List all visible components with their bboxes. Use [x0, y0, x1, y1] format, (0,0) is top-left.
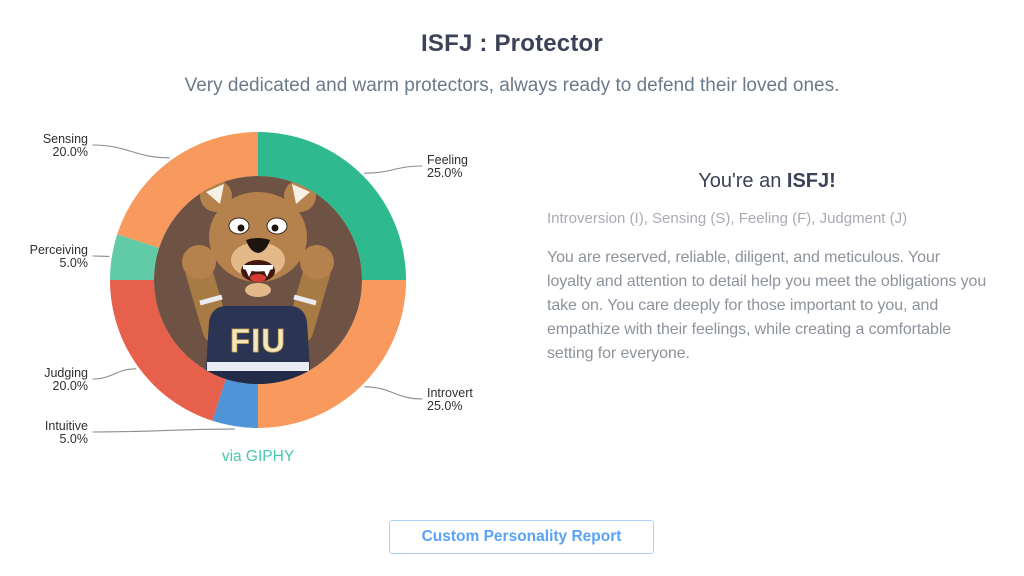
slice-label-value: 5.0% [60, 432, 89, 446]
label-connector-judging [92, 368, 137, 380]
result-heading-type: ISFJ! [786, 170, 836, 192]
mascot-left-eye [228, 217, 250, 235]
slice-label-value: 5.0% [60, 256, 89, 270]
mascot-left-pupil [237, 224, 245, 232]
mascot-right-fang [263, 268, 271, 277]
mascot-tongue [250, 274, 266, 282]
mascot-jersey [205, 306, 311, 384]
jersey-right-sleeve-stripe [293, 294, 317, 306]
slice-label-name: Feeling [427, 153, 468, 167]
slice-label-value: 20.0% [53, 145, 88, 159]
mascot-background [154, 176, 362, 384]
mascot-right-fist [300, 245, 334, 279]
slice-label-value: 25.0% [427, 399, 462, 413]
donut-segment-perceiving[interactable] [109, 234, 160, 280]
slice-label-name: Perceiving [30, 243, 88, 257]
donut-segment-intuitive[interactable] [212, 378, 258, 429]
page-title: ISFJ : Protector [421, 30, 603, 57]
traits-line: Introversion (I), Sensing (S), Feeling (… [547, 210, 908, 227]
slice-label-name: Judging [44, 366, 88, 380]
mascot-right-pupil [271, 224, 279, 232]
result-panel: You're an ISFJ! Introversion (I), Sensin… [547, 170, 987, 366]
mascot-left-fist [182, 245, 216, 279]
label-connector-feeling [364, 165, 423, 174]
donut-segment-sensing[interactable] [117, 131, 258, 248]
mascot-chin [245, 283, 271, 297]
jersey-text: FIU [230, 322, 286, 359]
mascot-right-arm [286, 258, 331, 344]
slice-label-name: Sensing [43, 132, 88, 146]
mascot-left-fang [245, 268, 253, 277]
mascot-head [209, 192, 307, 282]
jersey-hem-stripe [207, 362, 309, 371]
label-connector-sensing [92, 144, 170, 159]
slice-label-value: 20.0% [53, 379, 88, 393]
slice-label-name: Intuitive [45, 419, 88, 433]
result-description: You are reserved, reliable, diligent, an… [547, 249, 987, 362]
donut-segment-introvert[interactable] [258, 280, 406, 428]
page-subtitle: Very dedicated and warm protectors, alwa… [184, 75, 840, 96]
mascot-right-eye [266, 217, 288, 235]
mascot-upper-teeth [243, 265, 273, 272]
mascot-muzzle [231, 242, 285, 278]
result-heading: You're an ISFJ! [547, 170, 987, 193]
label-connector-intuitive [92, 428, 235, 433]
custom-personality-report-button[interactable]: Custom Personality Report [389, 520, 654, 554]
result-heading-prefix: You're an [698, 170, 787, 192]
donut-segment-feeling[interactable] [258, 132, 406, 280]
slice-label-value: 25.0% [427, 166, 462, 180]
mascot-left-arm [185, 258, 230, 344]
mascot-nose [246, 238, 270, 253]
jersey-left-sleeve-stripe [199, 294, 223, 306]
mascot-image: FIU [154, 176, 362, 384]
giphy-attribution-link[interactable]: via GIPHY [221, 448, 295, 465]
donut-segments [109, 131, 406, 429]
donut-segment-judging[interactable] [110, 280, 226, 421]
slice-label-name: Introvert [427, 386, 473, 400]
mascot-mouth [241, 260, 275, 282]
label-connector-introvert [364, 386, 423, 400]
